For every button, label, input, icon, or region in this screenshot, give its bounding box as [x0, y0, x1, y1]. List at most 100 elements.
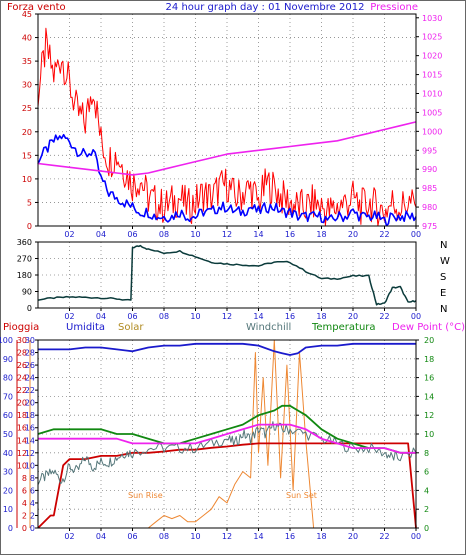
humidity-ytick-label: 0 [8, 524, 13, 533]
temp-panel-xtick-label: 12 [222, 532, 232, 541]
temp-panel-xtick-label: 08 [159, 532, 169, 541]
rain-ytick-label: 26 [17, 361, 27, 370]
direction-panel-xtick-label: 20 [348, 312, 358, 321]
rain-ytick-label: 16 [17, 424, 27, 433]
rain-ytick-label: 18 [17, 411, 27, 420]
dewpoint-label: Dew Point (°C) [392, 322, 465, 333]
wind-panel-xtick-label: 00 [411, 230, 421, 239]
temp-ytick-label: 6 [424, 468, 429, 477]
rain-ytick-label: 12 [17, 449, 27, 458]
wind-ytick-label: 20 [22, 128, 32, 137]
solar-ytick-label: 16 [25, 424, 35, 433]
pressure-ytick-label: 995 [422, 146, 437, 155]
solar-ytick-label: 12 [25, 449, 35, 458]
pressure-ytick-label: 1025 [422, 33, 442, 42]
temp-panel-xtick-label: 20 [348, 532, 358, 541]
rain-ytick-label: 28 [17, 349, 27, 358]
direction-ytick-label: 180 [17, 271, 32, 280]
pressure-ytick-label: 985 [422, 184, 437, 193]
solar-ytick-label: 24 [25, 374, 35, 383]
temp-panel-xtick-label: 04 [96, 532, 106, 541]
direction-series [37, 244, 417, 306]
direction-panel-xtick-label: 18 [316, 312, 326, 321]
direction-panel-xtick-label: 12 [222, 312, 232, 321]
wind-panel-xtick-label: 22 [379, 230, 389, 239]
windchill-label: Windchill [246, 322, 291, 333]
chart-title: 24 hour graph day : 01 Novembre 2012 [166, 2, 365, 13]
direction-panel-xtick-label: 08 [159, 312, 169, 321]
pressure-ytick-label: 980 [422, 203, 437, 212]
compass-w: W [440, 256, 450, 267]
temp-panel-xtick-label: 22 [379, 532, 389, 541]
rain-ytick-label: 4 [22, 499, 27, 508]
temp-ytick-label: 16 [424, 374, 434, 383]
wind-panel-xtick-label: 14 [253, 230, 263, 239]
dewpoint-series [38, 423, 416, 454]
temp-panel-xtick-label: 14 [253, 532, 263, 541]
rain-ytick-label: 20 [17, 399, 27, 408]
direction-panel-xtick-label: 22 [379, 312, 389, 321]
solar-series [38, 339, 416, 529]
humidity-ytick-label: 20 [3, 486, 13, 495]
wind-gust-series [37, 27, 417, 227]
wind-ytick-label: 5 [27, 198, 32, 207]
direction-panel-xtick-label: 14 [253, 312, 263, 321]
rain-series [37, 442, 417, 529]
humidity-ytick-label: 10 [3, 505, 13, 514]
wind-ytick-label: 30 [22, 81, 32, 90]
compass-n-top: N [440, 240, 447, 251]
temp-panel-xtick-label: 02 [64, 532, 74, 541]
temp-ytick-label: 14 [424, 392, 434, 401]
temp-ytick-label: 2 [424, 505, 429, 514]
wind-ytick-label: 45 [22, 10, 32, 19]
wind-ytick-label: 40 [22, 34, 32, 43]
rain-ytick-label: 24 [17, 374, 27, 383]
temp-ytick-label: 18 [424, 355, 434, 364]
humidity-series [38, 342, 416, 356]
rain-ytick-label: 8 [22, 474, 27, 483]
temp-ytick-label: 8 [424, 449, 429, 458]
humidity-label: Umidita [66, 322, 105, 333]
pressure-ytick-label: 1020 [422, 52, 442, 61]
direction-panel-xtick-label: 00 [411, 312, 421, 321]
wind-panel-xtick-label: 06 [127, 230, 137, 239]
wind-panel-xtick-label: 20 [348, 230, 358, 239]
pressure-ytick-label: 1000 [422, 127, 442, 136]
temp-panel-xtick-label: 16 [285, 532, 295, 541]
solar-ytick-label: 20 [25, 399, 35, 408]
temp-panel-xtick-label: 06 [127, 532, 137, 541]
humidity-ytick-label: 30 [3, 468, 13, 477]
wind-ytick-label: 35 [22, 57, 32, 66]
humidity-ytick-label: 100 [0, 336, 13, 345]
wind-panel-xtick-label: 18 [316, 230, 326, 239]
solar-ytick-label: 6 [30, 486, 35, 495]
compass-e: E [440, 288, 446, 299]
rain-ytick-label: 14 [17, 436, 27, 445]
humidity-ytick-label: 90 [3, 355, 13, 364]
temp-panel-xtick-label: 00 [411, 532, 421, 541]
direction-ytick-label: 0 [27, 304, 32, 313]
solar-ytick-label: 10 [25, 461, 35, 470]
wind-panel-xtick-label: 16 [285, 230, 295, 239]
solar-ytick-label: 26 [25, 361, 35, 370]
pressure-ytick-label: 975 [422, 222, 437, 231]
temp-ytick-label: 10 [424, 430, 434, 439]
humidity-ytick-label: 70 [3, 392, 13, 401]
rain-ytick-label: 30 [17, 336, 27, 345]
rain-ytick-label: 22 [17, 386, 27, 395]
pressure-ytick-label: 1010 [422, 90, 442, 99]
solar-label: Solar [118, 322, 144, 333]
humidity-ytick-label: 60 [3, 411, 13, 420]
solar-ytick-label: 28 [25, 349, 35, 358]
temp-ytick-label: 20 [424, 336, 434, 345]
solar-ytick-label: 14 [25, 436, 35, 445]
compass-s: S [440, 272, 446, 283]
wind-ytick-label: 25 [22, 104, 32, 113]
chart-layer: 0510152025303540459759809859909951000100… [0, 10, 442, 541]
wind-panel-xtick-label: 10 [190, 230, 200, 239]
pressure-series [37, 121, 417, 176]
solar-ytick-label: 0 [30, 524, 35, 533]
humidity-ytick-label: 50 [3, 430, 13, 439]
rain-ytick-label: 0 [22, 524, 27, 533]
direction-panel-xtick-label: 10 [190, 312, 200, 321]
